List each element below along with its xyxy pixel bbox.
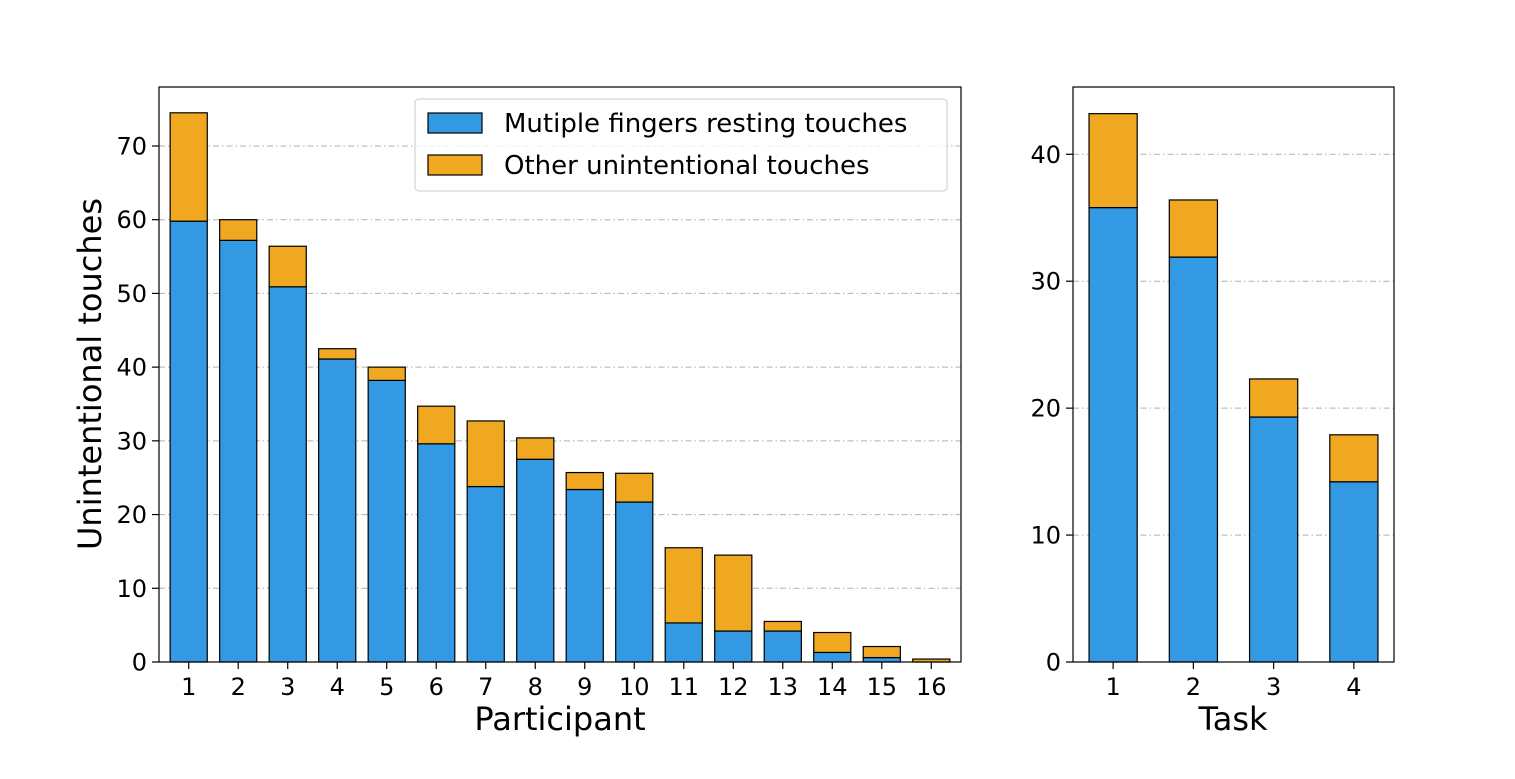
participant-bar-other-6 [417,405,456,445]
task-plot-frame [1072,86,1395,663]
participant-bar-resting-7 [466,485,505,663]
participant-bar-resting-10 [615,501,654,663]
participant-bars [169,112,951,663]
task-x-tick-label: 2 [1186,673,1201,701]
task-y-tick-label: 20 [1030,395,1061,423]
task-y-tick-label: 40 [1030,141,1061,169]
participant-bar-other-2 [219,219,258,241]
participant-bar-other-15 [862,645,901,659]
participant-bar-other-5 [367,366,406,381]
participant-y-tick-label: 0 [132,649,147,677]
participant-bar-resting-6 [417,443,456,663]
participant-y-ticks: 0 10 20 30 40 50 60 70 [116,132,159,677]
participant-bar-other-3 [268,245,307,288]
task-bar-other-3 [1248,378,1299,418]
task-x-tick-label: 4 [1346,673,1361,701]
participant-bar-other-11 [664,547,703,624]
participant-bar-resting-2 [219,239,258,663]
participant-x-tick-label: 2 [231,673,246,701]
participant-y-tick-label: 30 [116,427,147,455]
participant-x-tick-label: 3 [280,673,295,701]
participant-bar-other-4 [318,348,357,360]
participant-bar-other-12 [714,554,753,632]
participant-x-tick-label: 12 [718,673,749,701]
participant-bar-other-1 [169,112,208,222]
legend-label-other: Other unintentional touches [504,151,870,181]
legend-label-resting: Mutiple fingers resting touches [504,109,907,139]
legend-box [414,98,948,192]
participant-x-tick-label: 7 [478,673,493,701]
participant-bar-other-13 [763,620,802,632]
task-y-tick-label: 30 [1030,268,1061,296]
participant-y-axis-label: Unintentional touches [71,198,109,550]
participant-y-tick-label: 50 [116,280,147,308]
participant-x-tick-label: 11 [668,673,699,701]
participant-bar-other-14 [813,631,852,654]
participant-x-tick-label: 1 [181,673,196,701]
participant-x-tick-label: 15 [867,673,898,701]
participant-bar-resting-9 [565,488,604,663]
task-x-tick-label: 1 [1105,673,1120,701]
participant-plot-frame [158,86,962,663]
task-x-ticks: 1 2 3 4 [1105,662,1362,701]
participant-x-tick-label: 16 [916,673,947,701]
participant-x-axis-label: Participant [474,700,645,738]
participant-y-tick-label: 70 [116,132,147,160]
participant-bar-other-9 [565,471,604,491]
task-y-tick-label: 10 [1030,522,1061,550]
participant-bar-resting-3 [268,286,307,663]
participant-bar-resting-15 [862,656,901,663]
participant-bar-resting-4 [318,358,357,663]
participant-x-tick-label: 13 [768,673,799,701]
task-bar-resting-2 [1168,256,1219,663]
task-chart: 0 10 20 30 40 1 2 3 4 Task [1030,86,1395,738]
participant-bar-resting-13 [763,630,802,663]
participant-x-tick-label: 5 [379,673,394,701]
participant-x-tick-label: 14 [817,673,848,701]
legend: Mutiple fingers resting touches Other un… [414,98,948,192]
task-x-axis-label: Task [1197,700,1268,738]
task-bar-resting-4 [1329,481,1379,663]
participant-bar-resting-1 [169,220,208,663]
participant-bar-resting-12 [714,630,753,663]
participant-x-tick-label: 4 [330,673,345,701]
participant-bar-resting-14 [813,651,852,663]
participant-bar-other-8 [516,437,555,460]
participant-y-tick-label: 40 [116,354,147,382]
task-x-tick-label: 3 [1266,673,1281,701]
participant-x-tick-label: 9 [577,673,592,701]
participant-y-tick-label: 20 [116,501,147,529]
task-bar-resting-1 [1088,206,1138,663]
participant-bar-other-10 [615,472,654,503]
task-bars [1088,113,1379,663]
task-bar-other-2 [1168,199,1219,258]
participant-x-tick-label: 6 [429,673,444,701]
participant-bar-resting-8 [516,458,555,663]
task-bar-other-4 [1329,434,1379,483]
participant-bar-other-7 [466,420,505,488]
participant-bar-resting-11 [664,622,703,663]
task-y-tick-label: 0 [1046,649,1061,677]
task-bar-resting-3 [1248,416,1299,663]
participant-x-tick-label: 8 [528,673,543,701]
task-bar-other-1 [1088,113,1138,209]
legend-swatch-resting [427,112,483,134]
participant-x-ticks: 1 2 3 4 5 6 7 8 9 10 11 12 13 14 15 16 [181,662,947,701]
participant-y-tick-label: 10 [116,575,147,603]
task-y-ticks: 0 10 20 30 40 [1030,141,1073,677]
participant-x-tick-label: 10 [619,673,650,701]
participant-y-tick-label: 60 [116,206,147,234]
participant-bar-resting-5 [367,379,406,663]
legend-swatch-other [427,154,483,176]
